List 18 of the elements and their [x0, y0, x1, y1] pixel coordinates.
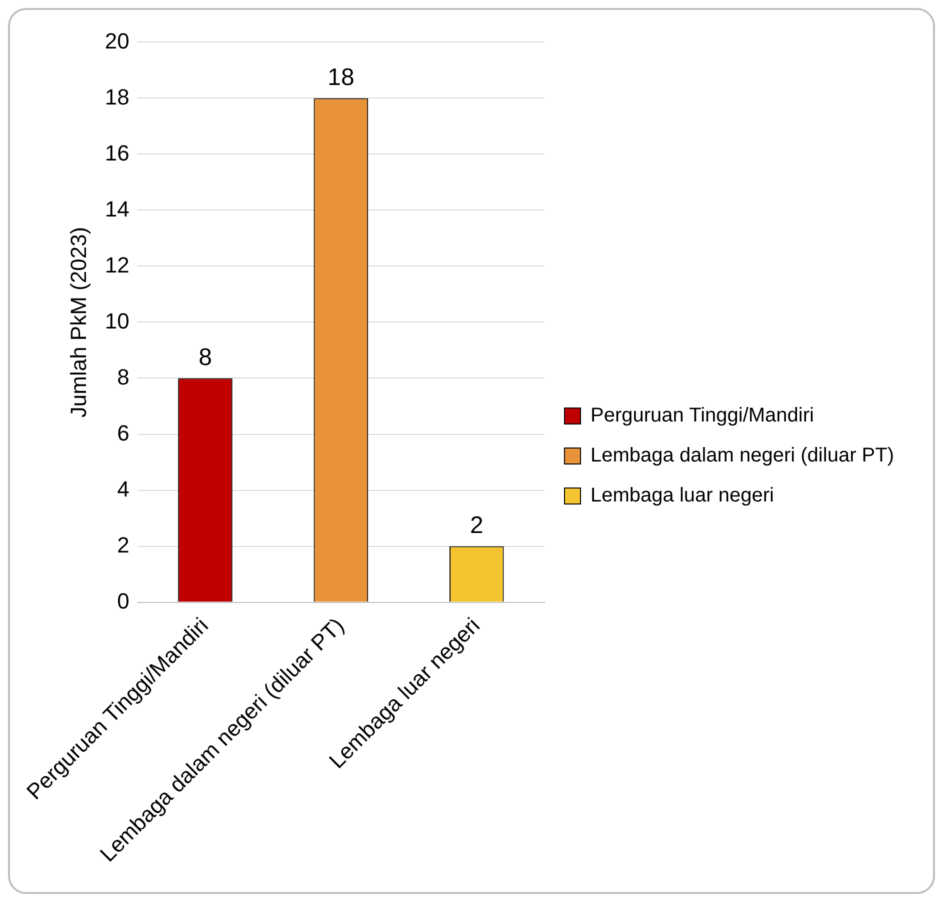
y-tick-label: 12 [104, 252, 130, 278]
legend-label: Lembaga luar negeri [590, 484, 774, 507]
y-tick-label: 10 [104, 308, 130, 334]
legend-label: Lembaga dalam negeri (diluar PT) [590, 444, 894, 467]
y-tick-label: 2 [117, 532, 130, 558]
data-label: 18 [328, 64, 354, 91]
y-tick-label: 6 [117, 420, 130, 446]
data-label: 8 [198, 344, 212, 371]
y-tick-label: 18 [104, 84, 130, 110]
y-tick-label: 16 [104, 140, 130, 166]
y-tick-label: 8 [117, 364, 130, 390]
y-tick-label: 4 [117, 476, 130, 502]
data-label: 2 [470, 512, 484, 539]
y-axis-title: Jumlah PkM (2023) [66, 226, 91, 418]
y-tick-label: 20 [104, 28, 130, 54]
legend-label: Perguruan Tinggi/Mandiri [590, 404, 814, 427]
y-tick-label: 0 [117, 588, 130, 614]
y-tick-label: 14 [104, 196, 130, 222]
